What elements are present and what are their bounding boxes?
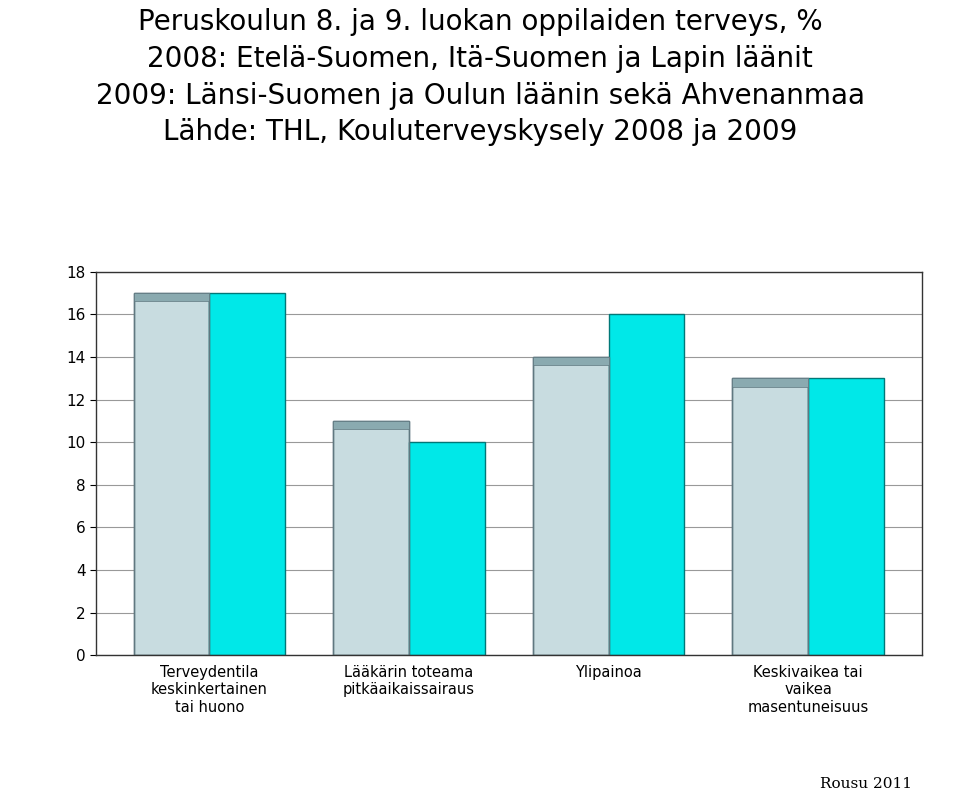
Bar	[808, 378, 884, 655]
Bar	[133, 293, 209, 301]
Bar	[333, 421, 409, 429]
Bar	[732, 378, 808, 655]
Bar	[732, 378, 808, 387]
Text: Peruskoulun 8. ja 9. luokan oppilaiden terveys, %
2008: Etelä-Suomen, Itä-Suomen: Peruskoulun 8. ja 9. luokan oppilaiden t…	[95, 8, 865, 146]
Bar	[133, 293, 209, 655]
Bar	[209, 293, 285, 655]
Bar	[333, 421, 409, 655]
Bar	[732, 378, 808, 655]
Bar	[133, 293, 209, 655]
Bar	[333, 421, 409, 655]
Bar	[609, 314, 684, 655]
Bar	[533, 357, 609, 365]
Bar	[533, 357, 609, 655]
Bar	[409, 442, 485, 655]
Bar	[533, 357, 609, 655]
Text: Rousu 2011: Rousu 2011	[820, 777, 912, 791]
